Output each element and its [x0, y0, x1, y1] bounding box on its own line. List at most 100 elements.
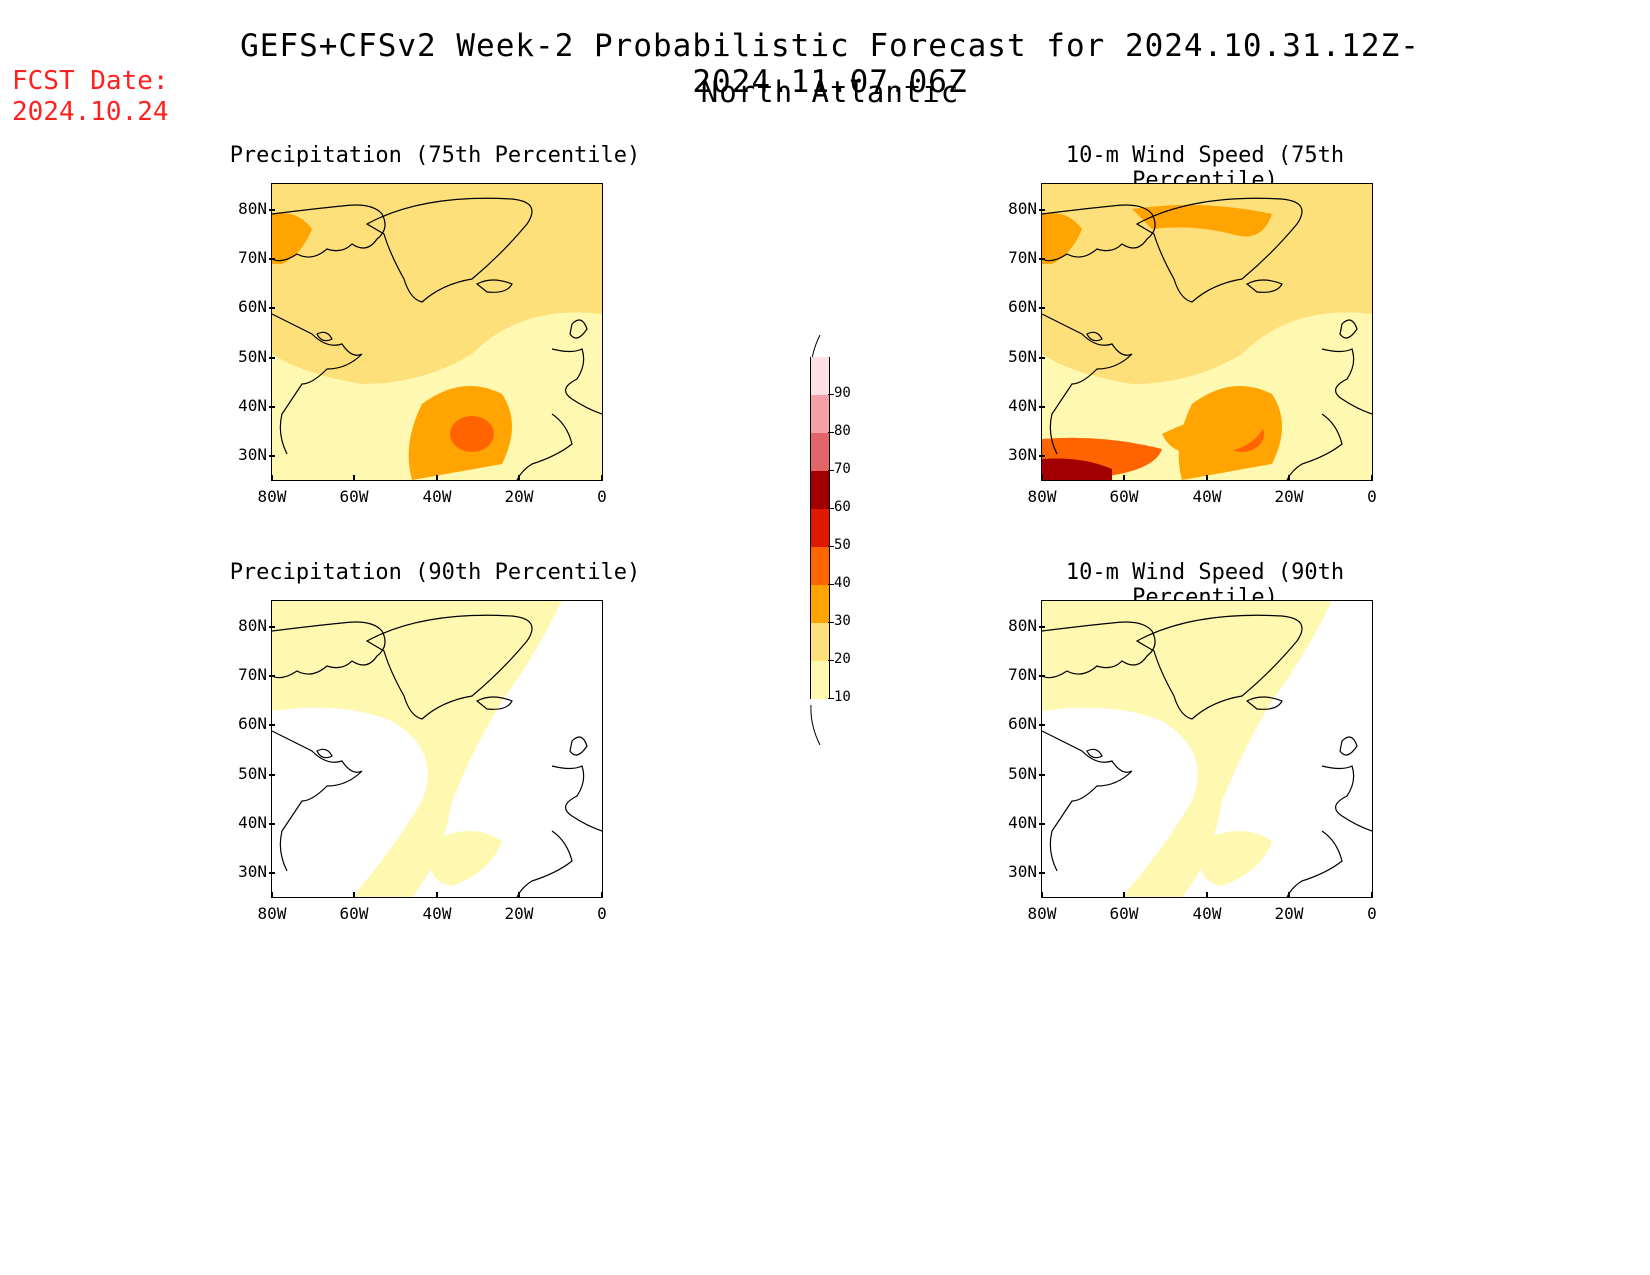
lat-tick [1039, 258, 1045, 260]
colorbar-bottom-cap [810, 705, 821, 745]
lon-label: 0 [1367, 904, 1377, 923]
panel-precip-75: Precipitation (75th Percentile) 80N 70N 60… [225, 143, 645, 533]
lon-label: 20W [504, 904, 534, 923]
lat-label: 50N [1008, 764, 1037, 783]
lat-tick [1039, 626, 1045, 628]
coastline [516, 830, 573, 897]
lon-label: 60W [339, 487, 369, 506]
lat-tick [1039, 872, 1045, 874]
lon-label: 40W [422, 487, 452, 506]
lon-label: 80W [1027, 904, 1057, 923]
coastline [1245, 279, 1283, 293]
panel-wind-90: 10-m Wind Speed (90th Percentile) 80N 70N… [995, 560, 1415, 950]
lon-tick [353, 475, 355, 481]
coastline [365, 197, 533, 303]
coastline [316, 748, 333, 759]
coastline [365, 614, 533, 720]
lat-label: 60N [1008, 714, 1037, 733]
colorbar-label: 40 [834, 575, 851, 591]
coastline [516, 413, 573, 480]
map-field [272, 184, 602, 480]
colorbar-segment [810, 471, 830, 509]
lon-tick [1206, 475, 1208, 481]
coastline [1042, 621, 1156, 679]
field-contour [272, 184, 602, 384]
coastline [1286, 830, 1343, 897]
panel-title: Precipitation (75th Percentile) [229, 143, 641, 168]
lat-label: 70N [238, 665, 267, 684]
lon-label: 40W [1192, 904, 1222, 923]
lat-label: 50N [1008, 347, 1037, 366]
coastline [1245, 696, 1283, 710]
coastline [1321, 348, 1372, 415]
lon-label: 80W [257, 487, 287, 506]
map-field [1042, 601, 1372, 897]
lon-label: 20W [1274, 904, 1304, 923]
coastline [316, 331, 333, 342]
field-contour [1042, 213, 1082, 264]
coastline [1042, 313, 1133, 455]
lon-label: 40W [422, 904, 452, 923]
colorbar-tick [828, 432, 834, 433]
lat-label: 70N [1008, 665, 1037, 684]
lat-tick [269, 406, 275, 408]
lat-label: 70N [238, 248, 267, 267]
panel-wind-75: 10-m Wind Speed (75th Percentile) 80N 70N… [995, 143, 1415, 533]
lat-label: 80N [238, 199, 267, 218]
coastline [1042, 730, 1133, 872]
coastline [1286, 413, 1343, 480]
lon-tick [1041, 475, 1043, 481]
coastline [475, 279, 513, 293]
colorbar-segment [810, 509, 830, 547]
coastline [1339, 736, 1358, 756]
lat-tick [269, 258, 275, 260]
colorbar-segment [810, 623, 830, 661]
lon-label: 20W [1274, 487, 1304, 506]
lon-tick [1288, 475, 1290, 481]
lat-tick [269, 357, 275, 359]
lat-tick [1039, 455, 1045, 457]
lon-tick [436, 892, 438, 898]
lon-label: 60W [1109, 904, 1139, 923]
field-contour [450, 416, 494, 452]
coastline [1321, 765, 1372, 832]
lon-tick [1041, 892, 1043, 898]
lon-label: 20W [504, 487, 534, 506]
lat-tick [269, 209, 275, 211]
coastline [1086, 331, 1103, 342]
lat-label: 40N [1008, 813, 1037, 832]
lat-tick [269, 774, 275, 776]
coastline [551, 765, 602, 832]
fcst-date-value: 2024.10.24 [12, 97, 169, 127]
lat-tick [269, 455, 275, 457]
field-contour [1199, 831, 1272, 886]
page-title: GEFS+CFSv2 Week-2 Probabilistic Forecast… [240, 28, 1420, 100]
lat-label: 40N [238, 813, 267, 832]
lat-tick [269, 724, 275, 726]
panel-precip-90: Precipitation (90th Percentile) 80N 70N 60… [225, 560, 645, 950]
map-field [1042, 184, 1372, 480]
lon-label: 80W [257, 904, 287, 923]
colorbar-label: 60 [834, 499, 851, 515]
lat-label: 30N [1008, 445, 1037, 464]
panel-title: Precipitation (90th Percentile) [229, 560, 641, 585]
lat-label: 40N [238, 396, 267, 415]
lat-label: 60N [1008, 297, 1037, 316]
colorbar-tick [828, 584, 834, 585]
colorbar: 90 80 70 60 50 40 30 20 10 [810, 335, 870, 745]
colorbar-label: 20 [834, 651, 851, 667]
coastline [569, 736, 588, 756]
map-plot [271, 600, 603, 898]
lat-tick [1039, 307, 1045, 309]
lon-tick [353, 892, 355, 898]
lat-label: 70N [1008, 248, 1037, 267]
lon-tick [1288, 892, 1290, 898]
lon-tick [1206, 892, 1208, 898]
colorbar-tick [828, 660, 834, 661]
colorbar-tick [828, 394, 834, 395]
lat-tick [269, 626, 275, 628]
lon-tick [271, 892, 273, 898]
lon-tick [1371, 475, 1373, 481]
lon-tick [518, 475, 520, 481]
colorbar-segment [810, 661, 830, 699]
